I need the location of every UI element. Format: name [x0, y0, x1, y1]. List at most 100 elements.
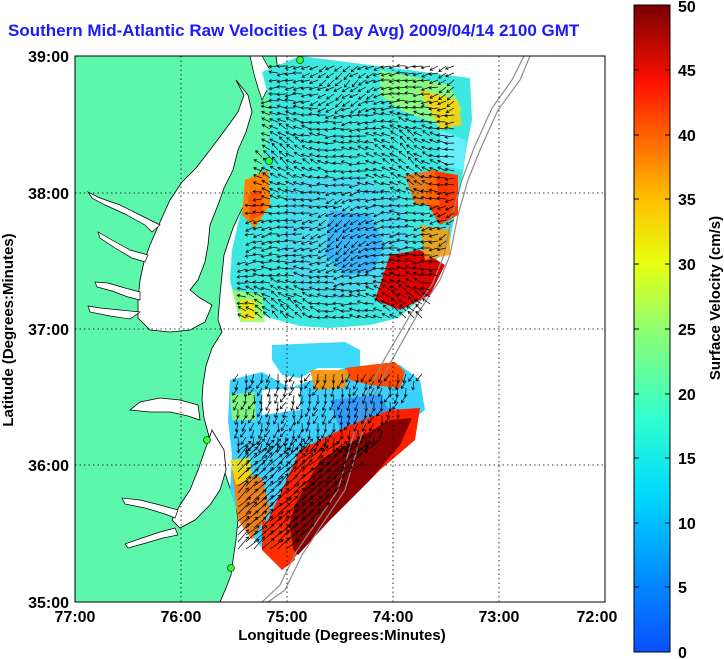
velocity-arrow [269, 502, 283, 515]
velocity-arrow [321, 408, 327, 418]
velocity-arrow [276, 247, 287, 252]
velocity-arrow [276, 225, 287, 229]
velocity-arrow [356, 128, 367, 132]
velocity-arrow [356, 273, 367, 278]
velocity-arrow [278, 136, 287, 144]
velocity-arrow [334, 107, 343, 114]
velocity-arrow [340, 315, 351, 319]
velocity-arrow [332, 315, 343, 320]
velocity-arrow [436, 107, 447, 112]
velocity-arrow [301, 458, 313, 473]
velocity-arrow [365, 292, 375, 298]
velocity-arrow [438, 93, 447, 100]
velocity-arrow [308, 240, 319, 245]
velocity-arrow [308, 275, 319, 280]
velocity-arrow [372, 240, 383, 245]
velocity-arrow [345, 443, 351, 453]
velocity-arrow [388, 181, 399, 186]
velocity-arrow [420, 202, 431, 207]
velocity-arrow [357, 100, 367, 106]
velocity-arrow [445, 219, 455, 225]
velocity-arrow [309, 306, 319, 312]
velocity-arrow [405, 144, 415, 151]
velocity-arrow [388, 217, 399, 222]
velocity-arrow [325, 268, 335, 274]
velocity-arrow [309, 461, 324, 473]
velocity-arrow [428, 240, 439, 244]
velocity-arrow [334, 79, 343, 87]
velocity-arrow [292, 86, 303, 91]
velocity-arrow [308, 205, 319, 209]
velocity-arrow [380, 132, 391, 137]
velocity-arrow [348, 281, 359, 286]
velocity-arrow [260, 240, 271, 245]
velocity-arrow [420, 78, 431, 83]
velocity-arrow [333, 466, 345, 480]
velocity-arrow [308, 93, 319, 98]
y-tick-labels: 35:00 36:00 37:00 38:00 39:00 [28, 49, 69, 612]
velocity-arrow [285, 152, 295, 158]
velocity-arrow [328, 415, 335, 424]
velocity-arrow [420, 160, 431, 165]
velocity-arrow [301, 145, 311, 151]
velocity-arrow [309, 100, 319, 106]
velocity-arrow [421, 180, 431, 186]
velocity-arrow [396, 173, 407, 179]
velocity-arrow [316, 275, 327, 279]
velocity-arrow [377, 422, 383, 432]
velocity-arrow [269, 187, 279, 193]
velocity-arrow [381, 152, 391, 158]
velocity-arrow [346, 436, 351, 447]
velocity-arrow [325, 93, 335, 100]
velocity-arrow [401, 394, 407, 404]
velocity-arrow [350, 65, 359, 73]
velocity-arrow [245, 285, 255, 291]
velocity-arrow [245, 446, 259, 459]
velocity-arrow [260, 195, 271, 200]
velocity-arrow [393, 394, 399, 404]
velocity-arrow [277, 452, 289, 466]
velocity-arrow [349, 86, 359, 93]
velocity-arrow [396, 279, 407, 284]
velocity-arrow [356, 289, 367, 293]
velocity-arrow [413, 180, 423, 186]
velocity-arrow [245, 247, 255, 253]
velocity-arrow [372, 293, 383, 298]
velocity-arrow [398, 284, 407, 291]
york-james-rivers [87, 281, 141, 320]
velocity-arrow [252, 268, 263, 273]
velocity-arrow [293, 523, 307, 536]
velocity-arrow [404, 65, 415, 70]
velocity-arrow [252, 219, 263, 224]
velocity-arrow [396, 258, 407, 263]
velocity-arrow [341, 233, 351, 239]
velocity-arrow [245, 516, 259, 529]
velocity-arrow [428, 106, 439, 111]
velocity-arrow [343, 240, 351, 249]
velocity-arrow [336, 436, 343, 445]
velocity-arrow [380, 72, 391, 77]
velocity-arrow [365, 159, 375, 165]
velocity-arrow [444, 113, 455, 118]
velocity-arrow [292, 226, 303, 232]
velocity-arrow [321, 401, 327, 412]
velocity-arrow [342, 100, 351, 107]
velocity-arrow [429, 93, 439, 99]
velocity-arrow [309, 158, 319, 165]
velocity-arrow [372, 274, 383, 279]
velocity-arrow [301, 482, 315, 494]
velocity-arrow [364, 205, 375, 210]
velocity-arrow [420, 240, 431, 244]
velocity-arrow [364, 219, 375, 225]
velocity-arrow [245, 530, 258, 543]
velocity-arrow [381, 166, 391, 172]
velocity-arrow [406, 179, 415, 186]
velocity-arrow [420, 232, 431, 237]
velocity-arrow [436, 205, 447, 210]
velocity-arrow [245, 460, 259, 473]
velocity-arrow [346, 401, 351, 412]
velocity-arrow [301, 233, 311, 239]
velocity-arrow [292, 292, 303, 298]
velocity-arrow [405, 271, 415, 277]
velocity-arrow [276, 181, 287, 186]
